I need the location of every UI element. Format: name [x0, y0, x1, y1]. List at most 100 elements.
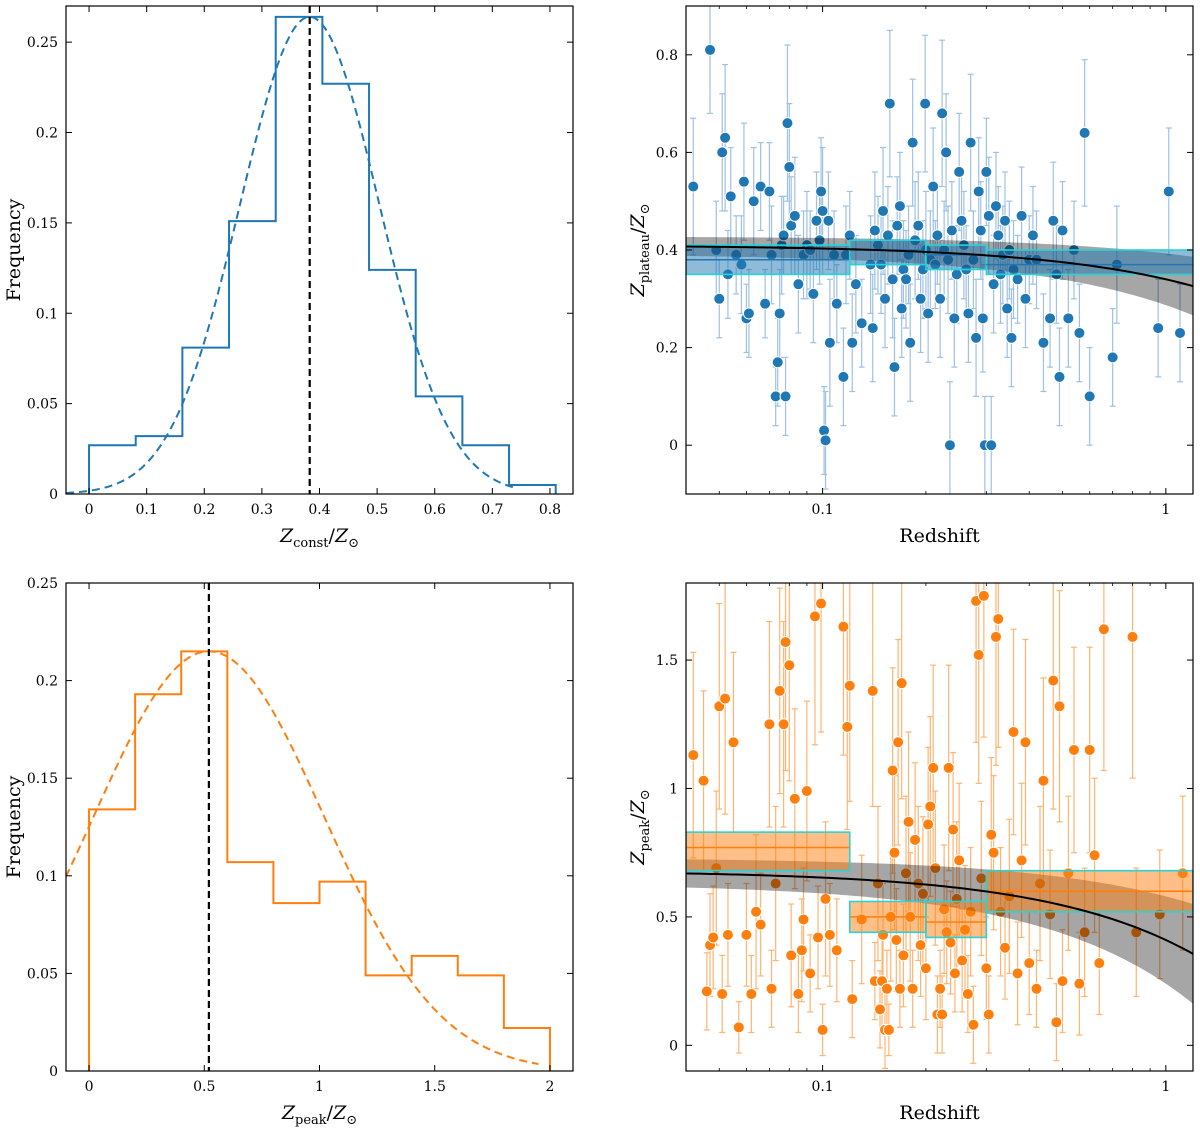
- data-point: [902, 815, 915, 828]
- data-point: [868, 224, 881, 237]
- x-tick-label: 0.5: [366, 502, 388, 518]
- histogram-bin: [229, 221, 276, 494]
- data-point: [956, 954, 969, 967]
- data-point: [1019, 736, 1032, 749]
- data-point: [740, 928, 753, 941]
- data-point: [916, 887, 929, 900]
- data-point: [1050, 1016, 1063, 1029]
- math-slash: /: [627, 227, 649, 234]
- histogram-bin: [412, 956, 458, 1071]
- data-point: [804, 967, 817, 980]
- y-tick-label: 0: [49, 487, 58, 503]
- y-tick-label: 0.15: [27, 216, 58, 232]
- plot-area: [66, 6, 557, 494]
- math-part: const: [293, 536, 329, 551]
- math-part: Z: [627, 283, 649, 298]
- data-point: [897, 949, 910, 962]
- data-point: [964, 136, 977, 149]
- x-tick-label: 0: [85, 502, 94, 518]
- data-point: [953, 854, 966, 867]
- data-point: [727, 736, 740, 749]
- data-point: [961, 987, 974, 1000]
- data-point: [788, 792, 801, 805]
- binned-box: [686, 831, 851, 872]
- data-point: [967, 1018, 980, 1031]
- data-point: [980, 165, 993, 178]
- binned-box: [925, 900, 988, 939]
- data-point: [818, 424, 831, 437]
- data-point: [948, 312, 961, 325]
- y-tick-label: 0.2: [36, 674, 58, 690]
- data-point: [687, 749, 700, 762]
- data-point: [777, 718, 790, 731]
- data-point: [1073, 977, 1086, 990]
- data-point: [992, 229, 1005, 242]
- data-point: [779, 636, 792, 649]
- math-part: Z: [334, 525, 349, 547]
- data-point: [931, 229, 944, 242]
- data-point: [989, 630, 1002, 643]
- math-part: Z: [627, 214, 649, 229]
- data-point: [919, 962, 932, 975]
- data-point: [1083, 390, 1096, 403]
- data-point: [1126, 630, 1139, 643]
- data-point: [816, 1023, 829, 1036]
- data-point: [895, 677, 908, 690]
- data-point: [846, 993, 859, 1006]
- data-point: [982, 1008, 995, 1021]
- data-point: [1037, 774, 1050, 787]
- data-point: [1026, 229, 1039, 242]
- data-point: [769, 390, 782, 403]
- data-point: [976, 312, 989, 325]
- data-point: [769, 877, 782, 890]
- y-tick-label: 0.25: [27, 576, 58, 592]
- data-point: [759, 297, 772, 310]
- data-point: [737, 175, 750, 188]
- histogram-bin: [369, 270, 416, 494]
- data-point: [1078, 926, 1091, 939]
- data-point: [800, 785, 813, 798]
- data-point: [972, 185, 985, 198]
- data-point: [843, 679, 856, 692]
- data-point: [922, 307, 935, 320]
- data-point: [815, 597, 828, 610]
- x-tick-label: 0.1: [811, 1079, 833, 1095]
- data-point: [855, 317, 868, 330]
- x-tick-label: 1.5: [424, 1079, 446, 1095]
- data-point: [987, 846, 1000, 859]
- histogram-bin: [273, 903, 319, 1071]
- x-tick-label: 0.5: [193, 1079, 215, 1095]
- histogram-bin: [181, 651, 227, 1071]
- data-point: [924, 800, 937, 813]
- data-point: [792, 278, 805, 291]
- gaussian-fit-curve: [66, 15, 516, 494]
- y-tick-label: 1: [669, 781, 678, 797]
- data-point: [754, 918, 767, 931]
- data-point: [763, 185, 776, 198]
- data-point: [822, 214, 835, 227]
- data-point: [788, 209, 801, 222]
- math-slash: /: [329, 525, 336, 547]
- histogram-bin: [458, 975, 504, 1071]
- math-slash: /: [627, 813, 649, 820]
- data-point: [927, 761, 940, 774]
- y-tick-label: 0: [669, 1038, 678, 1054]
- axes-frame: [685, 582, 1194, 1072]
- data-point: [914, 939, 927, 952]
- data-point: [936, 1008, 949, 1021]
- data-point: [982, 209, 995, 222]
- x-tick-label: 1: [1161, 502, 1170, 518]
- data-point: [1023, 957, 1036, 970]
- y-axis-label: Frequency: [3, 775, 25, 878]
- data-point: [897, 263, 910, 276]
- data-point: [948, 967, 961, 980]
- data-point: [1078, 126, 1091, 139]
- math-part: Z: [332, 1102, 347, 1124]
- data-point: [846, 336, 859, 349]
- data-point: [1037, 336, 1050, 349]
- data-point: [812, 931, 825, 944]
- data-point: [866, 684, 879, 697]
- data-point: [989, 200, 1002, 213]
- fit-curve: [686, 245, 1193, 288]
